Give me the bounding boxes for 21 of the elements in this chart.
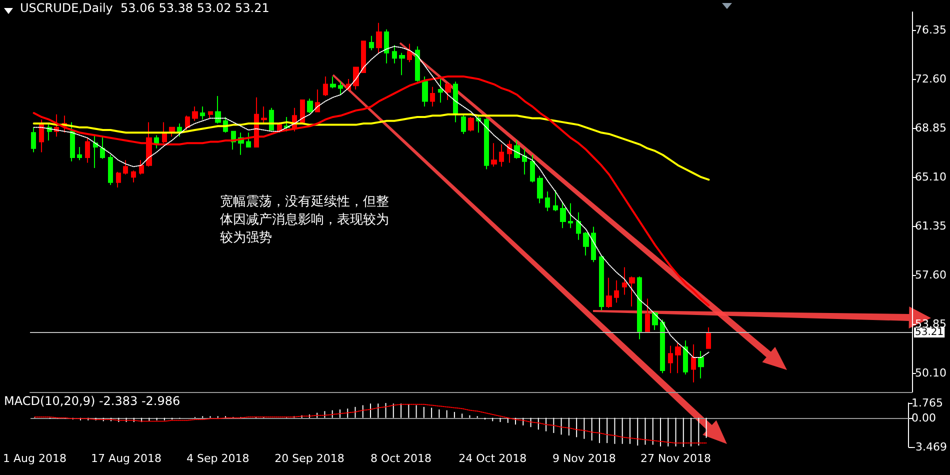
- x-tick-label: 24 Oct 2018: [458, 452, 527, 465]
- chart-title: USCRUDE,Daily 53.06 53.38 53.02 53.21: [20, 1, 270, 15]
- y-tick-label: 76.35: [915, 24, 946, 37]
- y-tick-label: 65.10: [915, 170, 946, 184]
- y-tick-label: 72.60: [915, 72, 946, 86]
- x-tick-label: 17 Aug 2018: [91, 452, 162, 465]
- x-tick-label: 4 Sep 2018: [186, 452, 250, 465]
- x-tick-label: 27 Nov 2018: [640, 452, 711, 465]
- y-tick-label: 61.35: [915, 220, 946, 233]
- y-tick-label: 68.85: [915, 122, 946, 135]
- annotation: 宽幅震荡，没有延续性，但整体因减产消息影响，表现较为较为强势: [220, 194, 389, 246]
- x-tick-label: 1 Aug 2018: [2, 452, 66, 465]
- y-tick-label: 1.765: [912, 396, 944, 410]
- y-tick-label: -3.469: [912, 440, 948, 454]
- x-tick-label: 8 Oct 2018: [370, 452, 432, 465]
- y-tick-label: 0.00: [912, 411, 936, 424]
- x-tick-label: 20 Sep 2018: [274, 452, 344, 465]
- x-tick-label: 9 Nov 2018: [552, 452, 616, 465]
- y-tick-label: 57.60: [915, 268, 946, 282]
- y-tick-label: 50.10: [915, 366, 946, 380]
- chart-title: MACD(10,20,9) -2.383 -2.986: [4, 394, 180, 408]
